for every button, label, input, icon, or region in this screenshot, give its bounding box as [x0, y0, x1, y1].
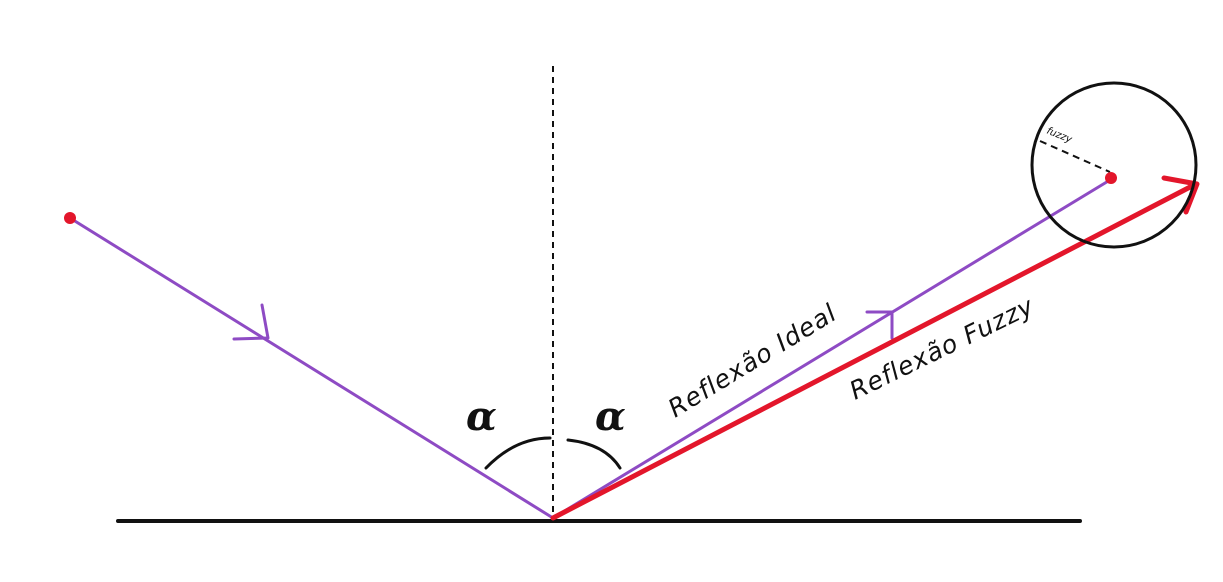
angle-arc-left: [484, 436, 552, 470]
chevron-arrow-icon: [865, 310, 894, 340]
angle-label-right: α: [595, 393, 626, 440]
fuzzy-reflection-ray: [550, 182, 1197, 521]
chevron-arrow-icon: [232, 303, 270, 341]
fuzzy-sphere: [1030, 81, 1198, 249]
fuzzy-reflection-label: Reflexão Fuzzy: [845, 291, 1039, 405]
incident-ray: [68, 216, 555, 520]
fuzzy-radius-label: fuzzy: [1045, 126, 1074, 146]
ideal-reflection-ray: [551, 178, 1112, 520]
fuzzy-radius-line: [1039, 140, 1111, 173]
ideal-target-point: [1105, 172, 1117, 184]
angle-arc-right: [566, 438, 622, 470]
angle-label-left: α: [466, 393, 497, 440]
arrowhead-icon: [1161, 175, 1200, 215]
source-point: [64, 212, 76, 224]
